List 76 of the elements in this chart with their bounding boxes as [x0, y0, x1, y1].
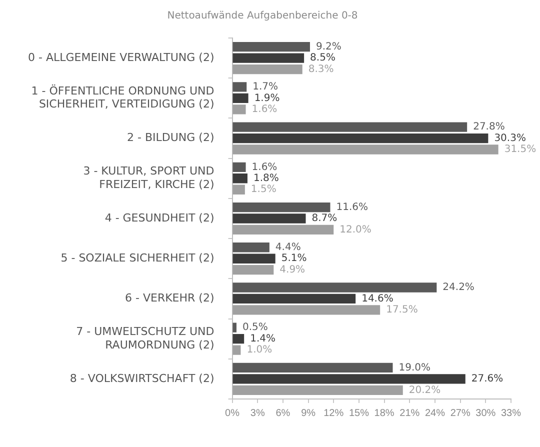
- x-tick-label: 18%: [374, 408, 394, 419]
- data-label: 1.0%: [246, 344, 272, 356]
- x-tick-label: 30%: [476, 408, 496, 419]
- data-label: 1.6%: [252, 104, 278, 115]
- bar: [232, 133, 488, 144]
- bar: [232, 374, 466, 384]
- data-label: 4.4%: [275, 242, 301, 253]
- x-tick-label: 12%: [324, 408, 344, 419]
- bar: [232, 345, 241, 355]
- bar: [232, 385, 403, 396]
- x-tick-label: 0%: [225, 408, 240, 419]
- bar: [232, 144, 498, 154]
- data-label: 1.9%: [254, 92, 280, 104]
- data-label: 1.6%: [252, 162, 278, 173]
- bar: [232, 282, 437, 292]
- data-label: 1.7%: [252, 82, 278, 93]
- bar: [232, 184, 245, 194]
- bar: [232, 53, 304, 63]
- data-label: 8.7%: [312, 213, 338, 224]
- data-label: 9.2%: [316, 41, 342, 52]
- bar: [232, 202, 330, 212]
- y-tick-label: 4 - GESUNDHEIT (2): [104, 211, 214, 224]
- data-label: 1.4%: [250, 333, 276, 344]
- x-tick-label: 3%: [250, 408, 265, 419]
- data-label: 0.5%: [242, 322, 268, 334]
- data-label: 31.5%: [504, 144, 536, 156]
- data-label: 1.5%: [250, 184, 276, 196]
- y-tick-label: 3 - KULTUR, SPORT UND FREIZEIT, KIRCHE (2): [83, 164, 214, 191]
- data-label: 24.2%: [442, 282, 474, 294]
- x-tick-label: 33%: [500, 408, 522, 419]
- data-label: 12.0%: [340, 224, 372, 236]
- data-label: 11.6%: [336, 202, 368, 213]
- y-tick-label: 0 - ALLGEMEINE VERWALTUNG (2): [28, 50, 214, 64]
- y-tick-label: 6 - VERKEHR (2): [125, 292, 214, 305]
- y-tick-label: 1 - ÖFFENTLICHE ORDNUNG UND SICHERHEIT, VERTEIDIGUNG (2): [31, 83, 214, 111]
- chart-title: Nettoaufwände Aufgabenbereiche 0-8: [167, 10, 358, 22]
- data-label: 19.0%: [398, 362, 431, 374]
- data-label: 1.8%: [253, 172, 279, 184]
- y-tick-label: 7 - UMWELTSCHUTZ UND RAUMORDNUNG (2): [76, 325, 214, 352]
- bar: [232, 122, 468, 132]
- bar: [232, 42, 310, 52]
- data-label: 5.1%: [281, 253, 307, 264]
- data-label: 4.9%: [280, 264, 306, 276]
- bar: [232, 305, 380, 315]
- bar: [232, 322, 236, 332]
- bar: [232, 174, 248, 184]
- bar: [232, 224, 334, 235]
- x-tick-label: 6%: [276, 408, 290, 419]
- data-label: 8.3%: [308, 64, 334, 75]
- y-tick-label: 2 - BILDUNG (2): [127, 131, 214, 144]
- data-label: 20.2%: [408, 384, 441, 396]
- bar: [232, 162, 246, 172]
- y-tick-label: 8 - VOLKSWIRTSCHAFT (2): [70, 372, 214, 385]
- data-label: 8.5%: [310, 52, 336, 64]
- data-label: 30.3%: [494, 132, 526, 144]
- bar: [232, 242, 270, 252]
- bar: [232, 265, 274, 275]
- data-label: 14.6%: [362, 293, 394, 304]
- x-tick-label: 15%: [348, 408, 370, 419]
- bar: [232, 64, 302, 74]
- x-tick-label: 24%: [424, 408, 446, 419]
- x-tick-label: 27%: [450, 408, 470, 419]
- bar: [232, 93, 248, 103]
- bar: [232, 104, 246, 114]
- data-label: 17.5%: [386, 304, 418, 316]
- bar: [232, 82, 247, 92]
- bar: [232, 294, 356, 304]
- data-label: 27.6%: [471, 374, 504, 385]
- x-tick-label: 21%: [400, 408, 420, 419]
- y-tick-label: 5 - SOZIALE SICHERHEIT (2): [60, 251, 214, 264]
- bar: [232, 214, 306, 224]
- bar: [232, 334, 244, 344]
- x-tick-label: 9%: [301, 408, 316, 419]
- bar: [232, 254, 276, 264]
- bar: [232, 362, 393, 373]
- data-label: 27.8%: [473, 122, 505, 133]
